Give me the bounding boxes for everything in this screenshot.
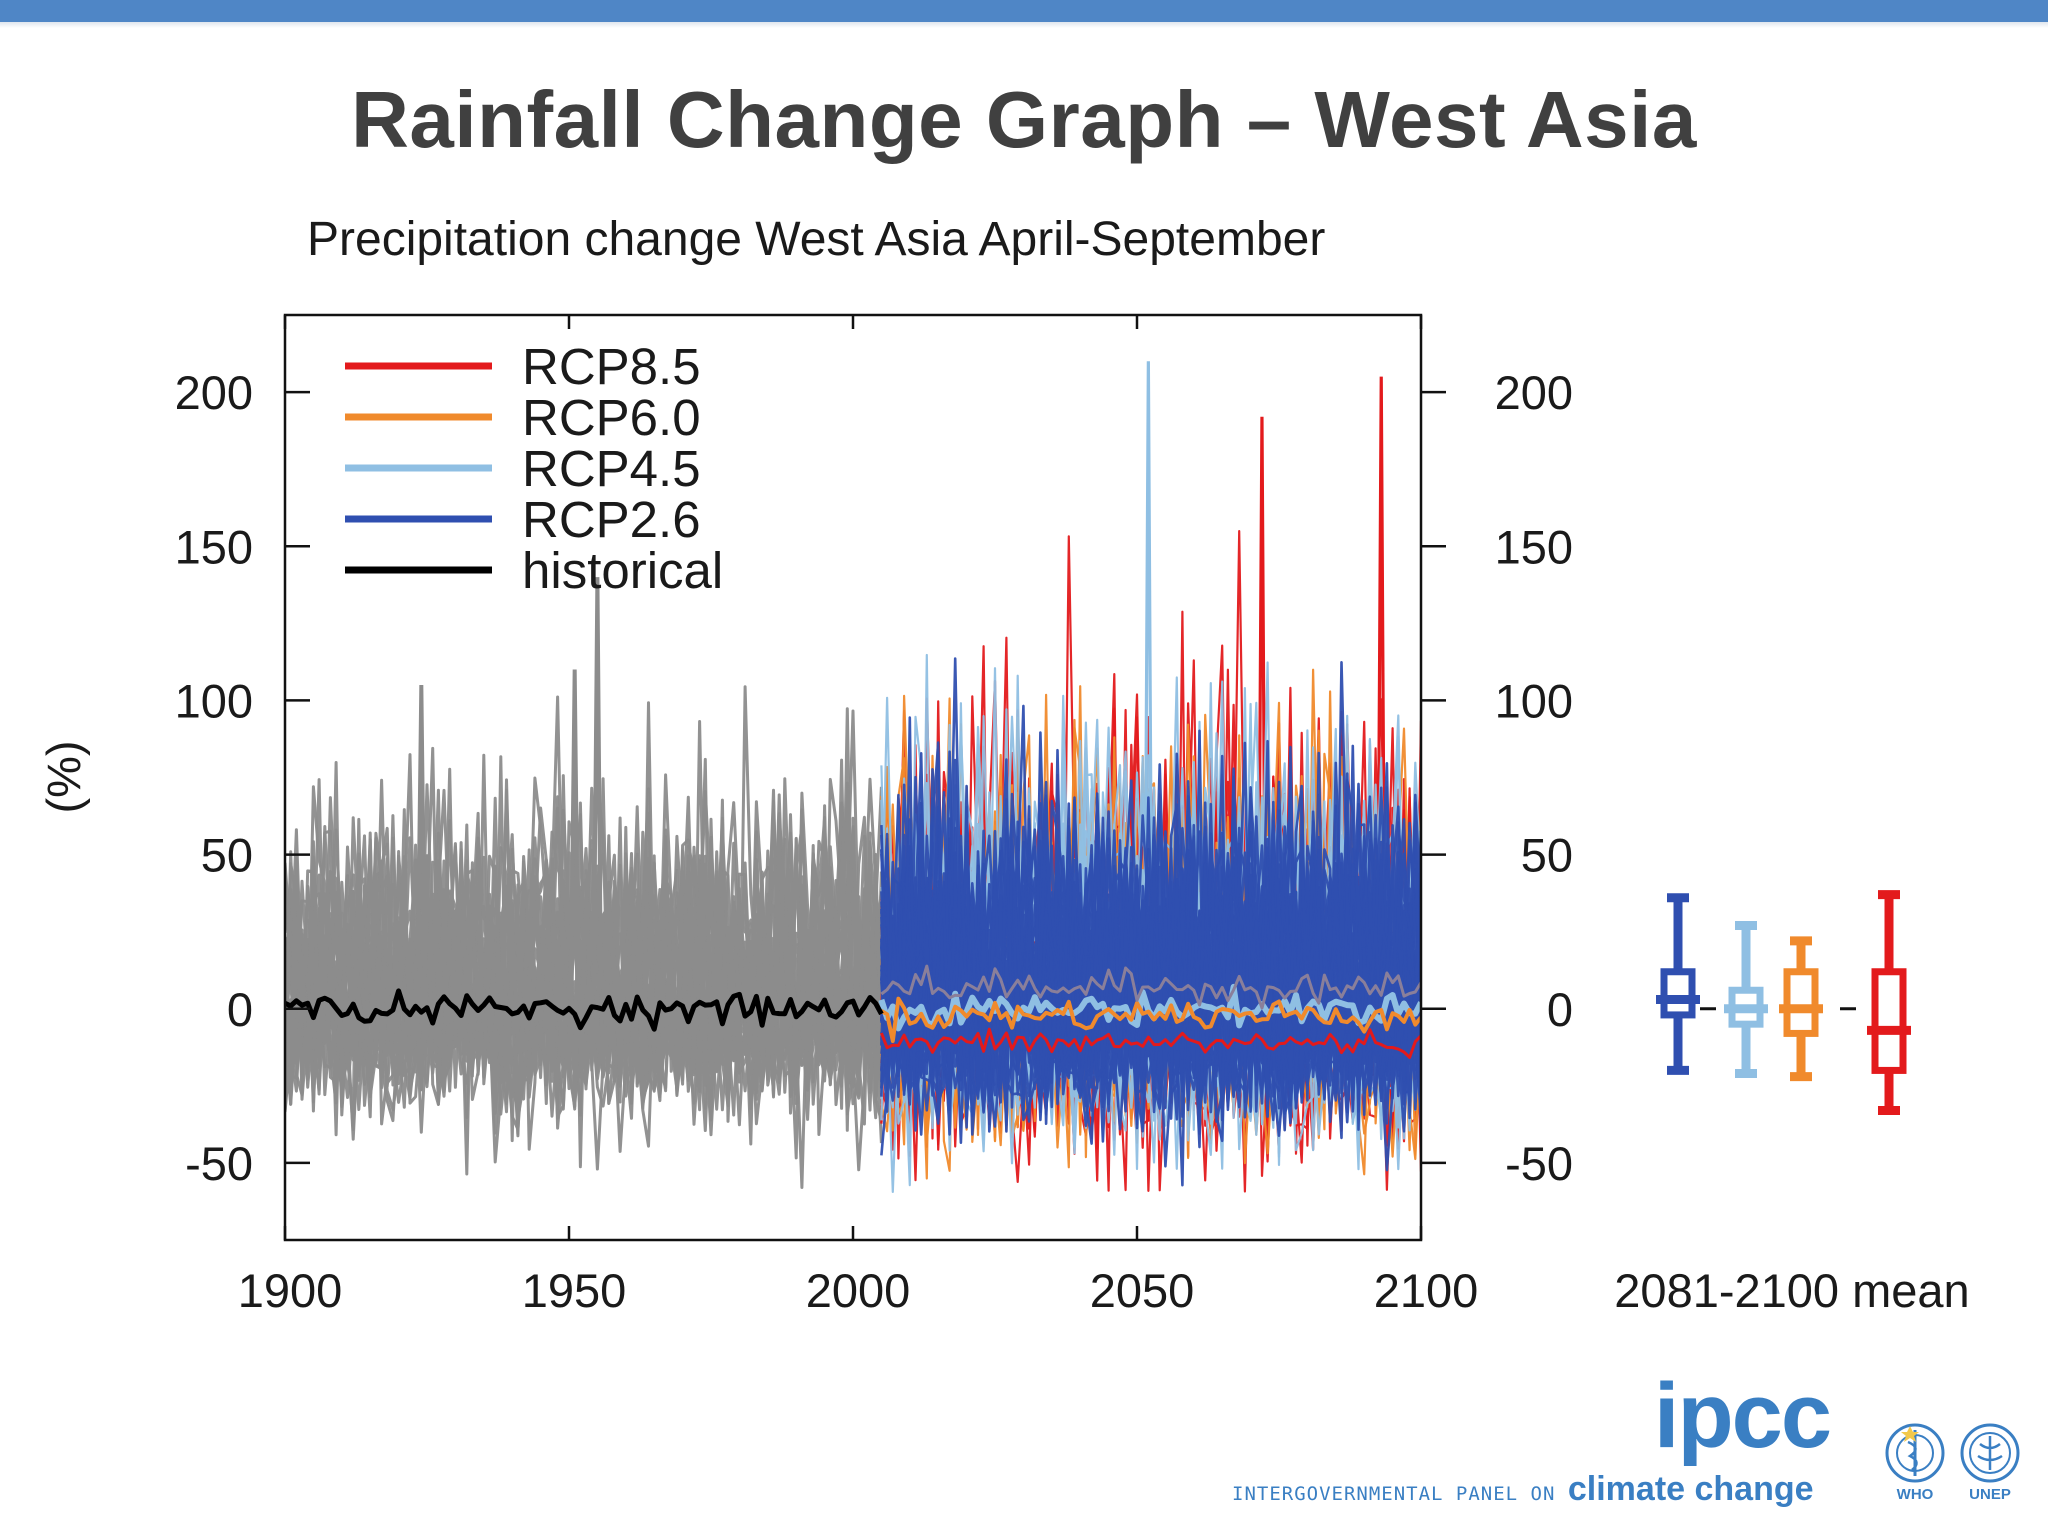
y-tick-label-right: 0 (1547, 983, 1573, 1036)
rcp60-mean-line (880, 996, 1421, 1043)
x-tick-label: 1900 (238, 1264, 343, 1317)
y-tick-label-right: 150 (1495, 520, 1573, 573)
rcp26-envelope-run (880, 802, 1421, 1168)
y-tick-label-right: 100 (1495, 674, 1573, 727)
boxplot-x-label: 2081-2100 mean (1614, 1264, 1969, 1317)
slide-title: Rainfall Change Graph – West Asia (351, 75, 1697, 164)
box-rcp60 (1779, 936, 1823, 1082)
ipcc-logo: ipcc (1653, 1365, 1832, 1467)
x-tick-label: 2100 (1374, 1264, 1479, 1317)
who-emblem-icon (1885, 1423, 1945, 1483)
historical-envelope-peak (569, 669, 581, 978)
historical-envelope-run (285, 767, 883, 1137)
box-rcp26 (1656, 893, 1700, 1075)
x-tick-label: 1950 (522, 1264, 627, 1317)
box-iqr (1660, 968, 1696, 1019)
legend-label: RCP2.6 (522, 491, 701, 548)
legend-label: RCP6.0 (522, 389, 701, 446)
historical-envelope-peak (415, 684, 427, 978)
y-tick-label-right: -50 (1505, 1137, 1573, 1190)
unep-label: UNEP (1969, 1486, 2011, 1503)
y-tick-label-left: 200 (175, 366, 253, 419)
plot-data-layer (285, 361, 1421, 1193)
x-tick-label: 2050 (1090, 1264, 1195, 1317)
rcp45-envelope-peak (1143, 361, 1154, 978)
historical-mean-line (285, 988, 884, 1032)
box-iqr (1871, 968, 1907, 1074)
y-tick-label-left: 150 (175, 520, 253, 573)
legend-label: RCP8.5 (522, 338, 701, 395)
header-bar (0, 0, 2048, 22)
who-label: WHO (1896, 1486, 1934, 1503)
rcp85-mean-line-lower (880, 1027, 1421, 1059)
historical-envelope-run (285, 746, 883, 1122)
y-tick-label-left: 0 (227, 983, 253, 1036)
footer-logos: ipcc INTERGOVERNMENTAL PANEL ON climate … (1220, 1370, 2020, 1510)
ipcc-subtitle-emph: climate change (1567, 1470, 1814, 1508)
x-tick-label: 2000 (806, 1264, 911, 1317)
box-rcp45 (1724, 921, 1768, 1078)
rcp85-envelope-peak (1376, 376, 1387, 978)
rcp85-mean-line (880, 964, 1421, 1010)
legend-label: historical (522, 542, 723, 599)
unep-emblem-icon (1960, 1423, 2020, 1483)
y-tick-label-right: 200 (1495, 366, 1573, 419)
box-rcp85 (1867, 890, 1911, 1115)
ipcc-subtitle-prefix: INTERGOVERNMENTAL PANEL ON (1232, 1483, 1556, 1505)
plot-axes: 1900 1950 2000 2050 2100 -50 -50 0 0 50 50 100 100 15… (175, 313, 1573, 1317)
y-tick-label-left: 50 (201, 829, 253, 882)
y-axis-label: (%) (37, 740, 90, 813)
historical-envelope-peak (591, 577, 603, 978)
unep-logo: UNEP (1915, 1422, 2048, 1503)
historical-envelope-group (285, 577, 883, 1189)
ipcc-subtitle: INTERGOVERNMENTAL PANEL ON climate chang… (1232, 1470, 1814, 1509)
y-tick-label-right: 50 (1521, 829, 1573, 882)
chart-title: Precipitation change West Asia April-Sep… (307, 213, 1325, 266)
box-iqr (1783, 968, 1819, 1037)
who-logo: WHO (1840, 1422, 1990, 1503)
boxplot-panel (1656, 890, 1911, 1115)
header-bar-shadow (0, 22, 2048, 28)
legend-label: RCP4.5 (522, 440, 701, 497)
y-tick-label-left: -50 (185, 1137, 253, 1190)
y-tick-label-left: 100 (175, 674, 253, 727)
